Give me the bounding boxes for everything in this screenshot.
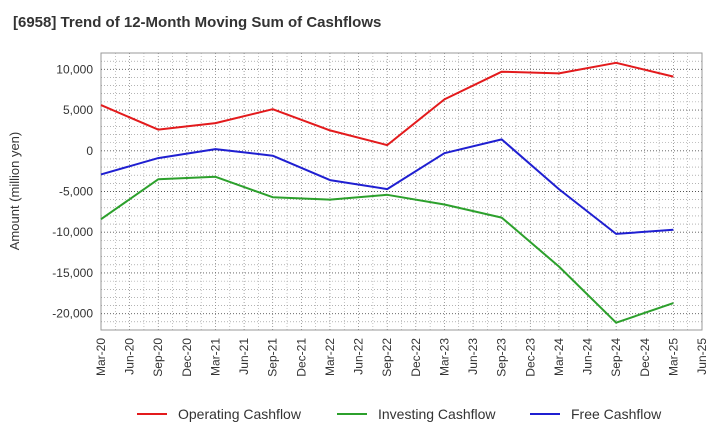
x-tick-label: Jun-23 (466, 338, 480, 375)
x-tick-label: Sep-22 (380, 338, 394, 377)
x-tick-label: Jun-25 (695, 338, 709, 375)
x-tick-label: Mar-20 (94, 338, 108, 376)
y-tick-label: -20,000 (52, 307, 93, 321)
y-tick-label: -5,000 (59, 185, 93, 199)
y-tick-label: 0 (86, 144, 93, 158)
y-axis-ticks: 10,000 5,000 0 -5,000 -10,000 -15,000 -20,000 (52, 62, 93, 320)
series-line-operating-cashflow (100, 61, 674, 147)
x-tick-label: Dec-23 (523, 338, 537, 377)
series-lines (100, 61, 674, 324)
series-line-investing-cashflow (100, 175, 674, 324)
y-tick-label: 5,000 (63, 103, 93, 117)
chart-title: [6958] Trend of 12-Month Moving Sum of C… (13, 14, 382, 31)
grid-lines (101, 53, 702, 330)
x-tick-label: Mar-21 (208, 338, 222, 376)
x-tick-label: Mar-24 (552, 338, 566, 376)
x-tick-label: Jun-24 (581, 338, 595, 375)
x-tick-label: Dec-20 (180, 338, 194, 377)
x-tick-label: Sep-20 (151, 338, 165, 377)
x-tick-label: Mar-25 (666, 338, 680, 376)
x-tick-label: Sep-24 (609, 338, 623, 377)
y-tick-label: -15,000 (52, 266, 93, 280)
x-axis-ticks: Mar-20 Jun-20 Sep-20 Dec-20 Mar-21 Jun-21 Sep-… (94, 338, 709, 377)
x-tick-label: Dec-24 (638, 338, 652, 377)
x-tick-label: Sep-21 (266, 338, 280, 377)
x-tick-label: Sep-23 (495, 338, 509, 377)
legend-label: Investing Cashflow (378, 406, 496, 422)
legend: Operating Cashflow Investing Cashflow Free… (137, 406, 662, 422)
x-tick-label: Mar-23 (437, 338, 451, 376)
y-axis-title: Amount (million yen) (7, 132, 22, 251)
y-tick-label: -10,000 (52, 225, 93, 239)
x-tick-label: Jun-21 (237, 338, 251, 375)
x-tick-label: Jun-22 (352, 338, 366, 375)
legend-label: Free Cashflow (571, 406, 662, 422)
x-tick-label: Jun-20 (123, 338, 137, 375)
series-line-free-cashflow (100, 138, 674, 235)
y-tick-label: 10,000 (56, 62, 93, 76)
legend-label: Operating Cashflow (178, 406, 302, 422)
x-tick-label: Mar-22 (323, 338, 337, 376)
x-tick-label: Dec-22 (409, 338, 423, 377)
x-tick-label: Dec-21 (294, 338, 308, 377)
